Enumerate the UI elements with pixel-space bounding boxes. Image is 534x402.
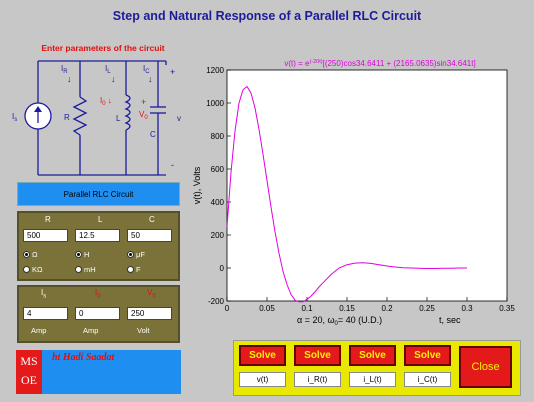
plot-area <box>226 69 508 302</box>
y-tick-label: 1000 <box>206 99 224 108</box>
msoe-logo: MS OE <box>16 350 42 394</box>
svg-text:↓: ↓ <box>148 74 153 84</box>
y-tick-label: 0 <box>220 264 225 273</box>
series-v-line <box>226 85 467 303</box>
svg-text:V0: V0 <box>139 110 148 121</box>
solve-vt-button[interactable]: Solve <box>239 345 286 366</box>
y-tick-label: 800 <box>211 132 225 141</box>
parallel-rlc-circuit-button[interactable]: Parallel RLC Circuit <box>17 182 180 206</box>
svg-text:IC: IC <box>143 64 150 75</box>
l-unit-h-radio[interactable]: H <box>75 250 89 259</box>
y-tick-label: -200 <box>208 297 225 306</box>
c-input[interactable]: 50 <box>127 229 172 242</box>
svg-text:+: + <box>141 97 146 107</box>
v0-unit-label: Volt <box>137 326 150 335</box>
y-tick-label: 1200 <box>206 66 224 75</box>
y-tick-label: 600 <box>211 165 225 174</box>
rlc-parameters-panel: R L C 500 12.5 50 Ω KΩ H mH μF F <box>17 211 180 281</box>
i0-label: I0 <box>95 288 101 300</box>
is-unit-label: Amp <box>31 326 47 335</box>
output-ir-label: i_R(t) <box>294 372 341 387</box>
is-label: Is <box>41 288 47 300</box>
solve-il-button[interactable]: Solve <box>349 345 396 366</box>
svg-text:IL: IL <box>105 64 111 75</box>
x-tick-label: 0 <box>225 304 230 313</box>
r-unit-ohm-radio[interactable]: Ω <box>23 250 38 259</box>
x-tick-label: 0.05 <box>259 304 275 313</box>
l-label: L <box>98 215 103 224</box>
svg-text:C: C <box>150 130 156 139</box>
svg-text:I0 ↓: I0 ↓ <box>100 96 112 107</box>
svg-text:↓: ↓ <box>67 74 72 84</box>
solve-ir-button[interactable]: Solve <box>294 345 341 366</box>
svg-text:+: + <box>170 67 175 77</box>
c-label: C <box>149 215 155 224</box>
x-tick-label: 0.2 <box>381 304 393 313</box>
svg-text:↓: ↓ <box>111 74 116 84</box>
circuit-diagram: Is IR ↓ R IL ↓ I0 ↓ L IC ↓ + V0 C + v - <box>12 60 181 176</box>
c-unit-uf-radio[interactable]: μF <box>127 250 145 259</box>
l-unit-mh-radio[interactable]: mH <box>75 265 96 274</box>
initial-conditions-panel: Is I0 V0 4 0 250 Amp Amp Volt <box>17 285 180 343</box>
x-tick-label: 0.25 <box>419 304 435 313</box>
l-input[interactable]: 12.5 <box>75 229 120 242</box>
x-tick-label: 0.15 <box>339 304 355 313</box>
solve-ic-button[interactable]: Solve <box>404 345 451 366</box>
author-bar <box>42 350 181 394</box>
c-unit-f-radio[interactable]: F <box>127 265 141 274</box>
svg-text:L: L <box>116 114 121 123</box>
output-il-label: i_L(t) <box>349 372 396 387</box>
x-tick-label: 0.35 <box>499 304 515 313</box>
i0-unit-label: Amp <box>83 326 99 335</box>
alpha-omega-caption: α = 20, ω0= 40 (U.D.) <box>297 315 382 327</box>
svg-text:R: R <box>64 113 70 122</box>
r-unit-kohm-radio[interactable]: KΩ <box>23 265 43 274</box>
x-axis-label: t, sec <box>439 315 461 325</box>
r-input[interactable]: 500 <box>23 229 68 242</box>
author-name: ht Hadi Saadat <box>52 352 115 363</box>
v0-input[interactable]: 250 <box>127 307 172 320</box>
y-axis-label: v(t), Volts <box>192 166 202 204</box>
params-title: Enter parameters of the circuit <box>41 43 165 53</box>
is-input[interactable]: 4 <box>23 307 68 320</box>
chart-title: v(t) = e(-20t)[(250)cos34.6411 + (2165.0… <box>284 59 475 68</box>
close-button[interactable]: Close <box>459 346 512 388</box>
i0-input[interactable]: 0 <box>75 307 120 320</box>
y-tick-label: 400 <box>211 198 225 207</box>
voltage-response-chart: v(t) = e(-20t)[(250)cos34.6411 + (2165.0… <box>192 59 515 327</box>
svg-text:-: - <box>171 160 174 170</box>
r-label: R <box>45 215 51 224</box>
x-tick-label: 0.1 <box>301 304 313 313</box>
svg-text:v: v <box>177 114 181 123</box>
output-vt-label: v(t) <box>239 372 286 387</box>
window-title: Step and Natural Response of a Parallel … <box>112 9 422 23</box>
output-ic-label: i_C(t) <box>404 372 451 387</box>
svg-text:Is: Is <box>12 112 17 123</box>
v0-label: V0 <box>147 288 156 300</box>
y-tick-label: 200 <box>211 231 225 240</box>
svg-text:IR: IR <box>61 64 68 75</box>
x-tick-label: 0.3 <box>461 304 473 313</box>
